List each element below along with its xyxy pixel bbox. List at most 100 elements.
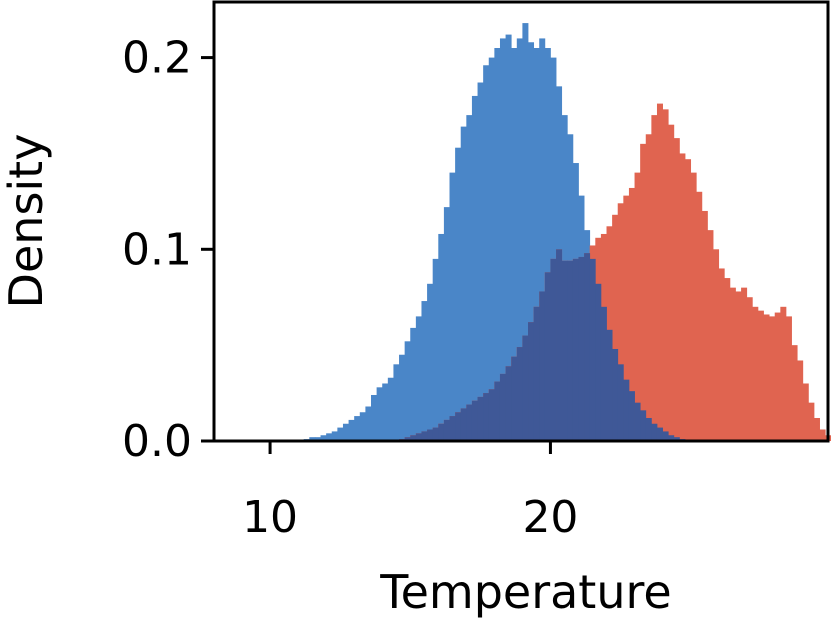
histogram-overlap-bar xyxy=(494,381,501,441)
histogram-overlap-bar xyxy=(634,402,641,441)
histogram-overlap-bar xyxy=(645,417,652,441)
histogram-bar-series-2 xyxy=(656,103,663,441)
histogram-overlap-bar xyxy=(584,253,591,441)
plot-frame xyxy=(212,0,830,443)
histogram-bar-series-1 xyxy=(449,172,456,441)
histogram-bar-series-1 xyxy=(432,258,439,441)
histogram-overlap-bar xyxy=(483,393,490,441)
histogram-bar-series-2 xyxy=(701,210,708,441)
x-tick-label: 20 xyxy=(522,492,578,543)
histogram-bar-series-1 xyxy=(415,316,422,441)
histogram-bar-series-2 xyxy=(746,297,753,441)
histogram-bar-series-2 xyxy=(685,159,692,441)
histogram-overlap-bar xyxy=(499,373,506,441)
histogram-bar-series-1 xyxy=(393,364,400,441)
x-tick-label: 10 xyxy=(242,492,298,543)
histogram-overlap-bar xyxy=(623,379,630,441)
histogram-bar-series-2 xyxy=(729,287,736,441)
histogram-bar-series-2 xyxy=(634,172,641,441)
histogram-bar-series-1 xyxy=(399,354,406,441)
y-axis-label: Density xyxy=(0,134,53,309)
histogram-bar-series-1 xyxy=(359,412,366,441)
histogram-bar-series-1 xyxy=(522,23,529,441)
histogram-bar-series-2 xyxy=(785,316,792,441)
histogram-bar-series-2 xyxy=(808,402,815,441)
histogram-bar-series-2 xyxy=(628,187,635,441)
histogram-bar-series-2 xyxy=(763,314,770,441)
histogram-bar-series-1 xyxy=(342,423,349,441)
histogram-bar-series-1 xyxy=(511,48,518,442)
histogram-bar-series-1 xyxy=(483,65,490,441)
histogram-overlap-bar xyxy=(640,410,647,441)
histogram-bar-series-2 xyxy=(752,306,759,441)
histogram-overlap-bar xyxy=(477,396,484,441)
histogram-overlap-bar xyxy=(612,348,619,441)
histogram-bar-series-1 xyxy=(421,301,428,441)
y-tick-label: 0.1 xyxy=(122,224,192,275)
histogram-overlap-bar xyxy=(516,347,523,441)
histogram-overlap-bar xyxy=(656,427,663,441)
histogram-bar-series-1 xyxy=(331,431,338,441)
histogram-bar-series-2 xyxy=(769,316,776,441)
histogram-overlap-bar xyxy=(572,258,579,441)
histogram-bar-series-2 xyxy=(612,214,619,441)
histogram-bar-series-2 xyxy=(718,268,725,441)
histogram-bar-series-1 xyxy=(477,82,484,441)
axis-ticks: 10 20 0.0 0.1 0.2 xyxy=(122,33,578,543)
histogram-bar-series-2 xyxy=(774,312,781,441)
histogram-bar-series-1 xyxy=(550,57,557,442)
histogram-overlap-bar xyxy=(561,260,568,441)
overlap-bars xyxy=(399,249,686,441)
histogram-bar-series-2 xyxy=(651,115,658,442)
histogram-bar-series-1 xyxy=(326,433,333,441)
histogram-bar-series-2 xyxy=(623,195,630,441)
histogram-bar-series-1 xyxy=(427,283,434,441)
histogram-bar-series-2 xyxy=(724,278,731,441)
histogram-bar-series-1 xyxy=(387,377,394,441)
histogram-bar-series-2 xyxy=(668,124,675,442)
histogram-bar-series-1 xyxy=(494,48,501,442)
histogram-bar-series-2 xyxy=(713,249,720,441)
histogram-overlap-bar xyxy=(471,400,478,441)
histogram-bar-series-1 xyxy=(354,416,361,441)
histogram-bar-series-2 xyxy=(673,138,680,441)
histogram-overlap-bar xyxy=(488,389,495,441)
histogram-overlap-bar xyxy=(544,272,551,441)
histogram-bar-series-2 xyxy=(819,429,826,441)
histogram-bar-series-2 xyxy=(617,203,624,441)
histogram-overlap-bar xyxy=(410,435,417,441)
histogram-bar-series-1 xyxy=(410,327,417,441)
histogram-overlap-bar xyxy=(455,412,462,441)
histogram-overlap-bar xyxy=(550,258,557,441)
y-tick-label: 0.0 xyxy=(122,416,192,467)
histogram-bar-series-1 xyxy=(438,233,445,441)
histogram-bar-series-1 xyxy=(404,341,411,441)
histogram-bar-series-2 xyxy=(797,360,804,441)
histogram-bar-series-1 xyxy=(314,437,321,441)
histogram-overlap-bar xyxy=(600,306,607,441)
histogram-bar-series-2 xyxy=(662,109,669,442)
histogram-overlap-bar xyxy=(617,364,624,441)
histogram-overlap-bar xyxy=(427,429,434,441)
histogram-bar-series-1 xyxy=(309,437,316,441)
y-tick-label: 0.2 xyxy=(122,33,192,84)
histogram-overlap-bar xyxy=(556,249,563,441)
histogram-overlap-bar xyxy=(466,404,473,441)
histogram-bar-series-1 xyxy=(320,435,327,441)
histogram-bar-series-1 xyxy=(371,394,378,441)
histogram-bar-series-2 xyxy=(696,191,703,441)
histogram-bar-series-2 xyxy=(735,291,742,441)
histogram-overlap-bar xyxy=(589,258,596,441)
histogram-bar-series-2 xyxy=(802,383,809,441)
histogram-bar-series-1 xyxy=(376,387,383,441)
histogram-bar-series-1 xyxy=(460,126,467,441)
histogram-bar-series-1 xyxy=(505,34,512,442)
histogram-overlap-bar xyxy=(567,260,574,441)
histogram-bar-series-2 xyxy=(690,172,697,441)
histogram-overlap-bar xyxy=(404,437,411,441)
histogram-overlap-bar xyxy=(662,431,669,441)
histogram-bar-series-1 xyxy=(443,207,450,441)
histogram-bar-series-1 xyxy=(382,383,389,441)
histogram-overlap-bar xyxy=(668,435,675,441)
histogram-bar-series-2 xyxy=(707,230,714,441)
